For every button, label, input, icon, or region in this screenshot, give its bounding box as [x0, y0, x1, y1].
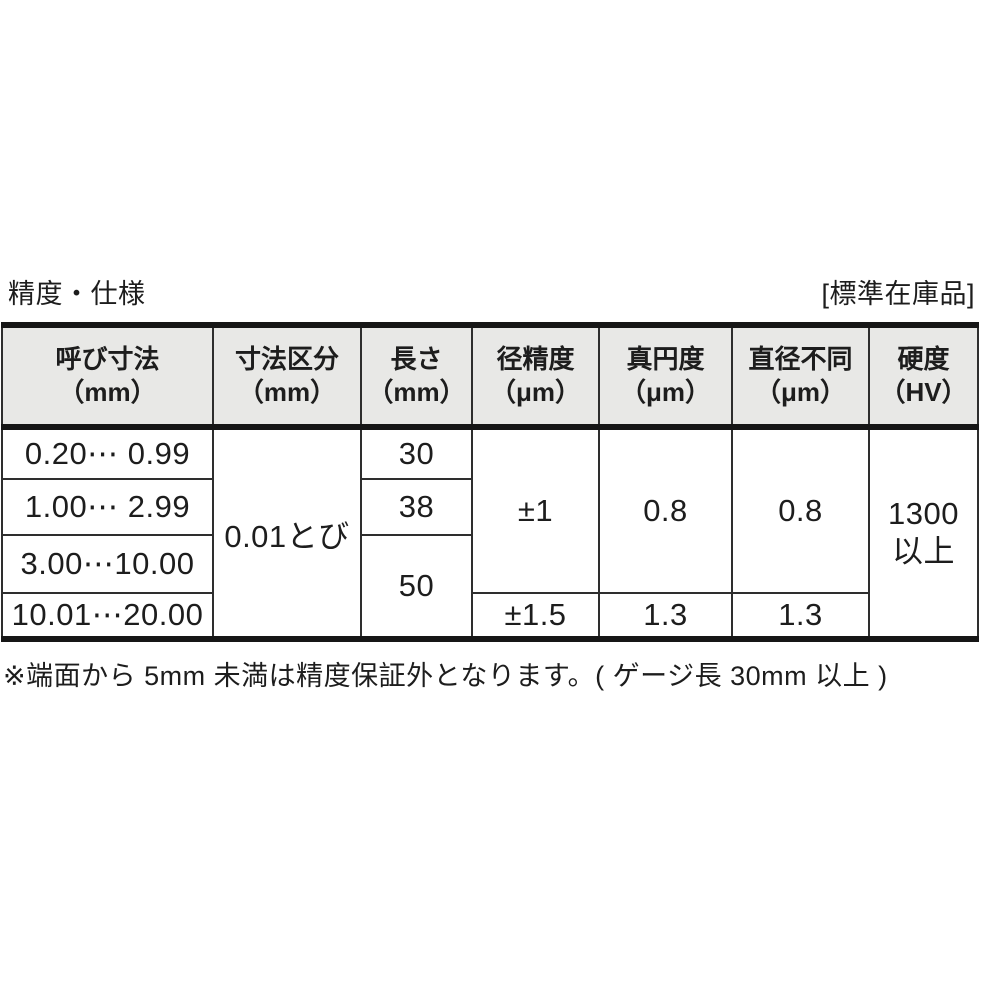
header-diameter-accuracy: 径精度 （μm） — [471, 325, 599, 430]
header-hardness-unit: （HV） — [879, 377, 968, 407]
cell-hardness-line1: 1300 — [888, 496, 959, 532]
cell-roundness-row4: 1.3 — [598, 592, 733, 640]
cell-length-row1: 30 — [360, 426, 473, 480]
header-diameter-variation-label: 直径不同 — [748, 343, 853, 374]
header-hardness: 硬度 （HV） — [868, 325, 978, 430]
cell-roundness-rows1-3: 0.8 — [598, 426, 733, 594]
header-diameter-variation: 直径不同 （μm） — [731, 325, 869, 430]
cell-nominal-size-row1: 0.20⋯ 0.99 — [1, 426, 214, 480]
header-row: 呼び寸法 （mm） 寸法区分 （mm） 長さ （mm） 径精度 （μm） 真円度 — [2, 325, 978, 430]
spec-table: 呼び寸法 （mm） 寸法区分 （mm） 長さ （mm） 径精度 （μm） 真円度 — [1, 322, 979, 642]
header-size-step-label: 寸法区分 — [234, 343, 339, 374]
header-roundness: 真円度 （μm） — [598, 325, 732, 430]
header-size-step-unit: （mm） — [237, 377, 337, 407]
header-nominal-size-label: 呼び寸法 — [55, 343, 160, 374]
table-row: 3.00⋯10.00 50 — [1, 534, 978, 640]
cell-diameter-accuracy-rows1-3: ±1 — [471, 426, 600, 594]
cell-diameter-variation-row4: 1.3 — [731, 592, 870, 640]
table-row: 1.00⋯ 2.99 38 — [1, 478, 978, 536]
table-row: 0.20⋯ 0.99 0.01とび 30 ±1 0.8 0.8 1300 以上 — [1, 426, 979, 640]
cell-hardness-line2: 以上 — [892, 534, 955, 569]
table-row: 10.01⋯20.00 ±1.5 1.3 1.3 — [1, 592, 978, 640]
cell-nominal-size-row4: 10.01⋯20.00 — [1, 592, 214, 640]
header-length: 長さ （mm） — [360, 325, 472, 430]
title-row: 精度・仕様 [標準在庫品] — [8, 274, 975, 310]
header-nominal-size: 呼び寸法 （mm） — [2, 325, 213, 430]
cell-nominal-size-row3: 3.00⋯10.00 — [1, 534, 214, 594]
footnote: ※端面から 5mm 未満は精度保証外となります。( ゲージ長 30mm 以上 ) — [3, 661, 888, 691]
cell-length-row2: 38 — [360, 478, 473, 536]
section-title: 精度・仕様 — [8, 278, 146, 309]
header-length-unit: （mm） — [367, 377, 466, 407]
header-size-step: 寸法区分 （mm） — [212, 325, 361, 430]
header-diameter-accuracy-unit: （μm） — [489, 377, 582, 407]
cell-nominal-size-row2: 1.00⋯ 2.99 — [1, 478, 214, 536]
stock-badge: [標準在庫品] — [821, 278, 975, 309]
header-diameter-variation-unit: （μm） — [754, 377, 847, 407]
header-nominal-size-unit: （mm） — [58, 377, 157, 407]
header-roundness-label: 真円度 — [626, 343, 705, 374]
header-length-label: 長さ — [390, 343, 443, 374]
cell-diameter-variation-rows1-3: 0.8 — [731, 426, 870, 594]
cell-size-step: 0.01とび — [212, 426, 362, 640]
header-roundness-unit: （μm） — [619, 377, 712, 407]
header-hardness-label: 硬度 — [897, 343, 950, 374]
cell-hardness: 1300 以上 — [868, 426, 979, 640]
header-diameter-accuracy-label: 径精度 — [496, 343, 575, 374]
cell-length-rows3-4: 50 — [360, 534, 473, 640]
cell-diameter-accuracy-row4: ±1.5 — [471, 592, 600, 640]
